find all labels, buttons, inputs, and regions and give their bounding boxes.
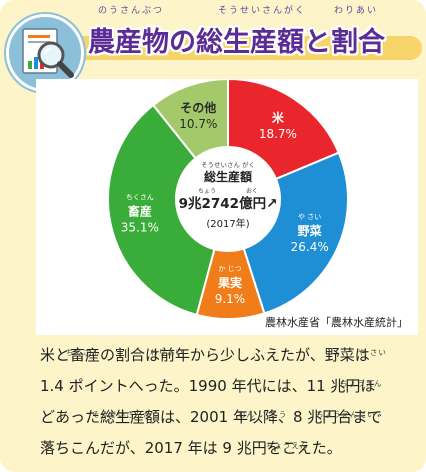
ruby-annotation: そうせいさんがく [92,410,160,419]
center-value-ruby: ちょう おく [198,188,258,195]
ruby-annotation: ねん い こう [238,410,288,419]
title-ruby-2: そうせいさんがく [218,6,307,16]
ruby-annotation: ちょうえん [266,441,309,450]
ruby-annotation: ちょうえん [340,379,383,388]
slice-label: 畜産 [128,203,152,218]
slice-label: 果実 [217,275,242,290]
ruby-annotation: ちくさん [66,348,100,357]
center-value: 9兆2742億円↗ [179,195,278,212]
description: ちくさん わりあい や さい 米と畜産の割合は前年から少しふえたが、野菜は ちょ… [40,340,420,464]
slice-label: 野菜 [298,223,322,238]
slice-value: 26.4% [291,240,329,254]
description-line: お ちょうえん 落ちこんだが、2017 年は 9 兆円をこえた。 [40,433,420,464]
slice-1 [242,151,349,315]
description-text: 落ちこんだが、2017 年は 9 兆円をこえた。 [40,439,342,457]
slice-value: 35.1% [121,220,159,234]
center-label: 総生産額 [204,169,252,184]
slice-label: 米 [272,110,285,125]
title-ruby-1: のうさんぶつ [98,6,165,16]
slice-ruby: か じつ [218,265,241,273]
title-ruby-3: わりあい [334,6,379,16]
center-ruby: そうせいさん がく [201,160,255,169]
header: のうさんぶつ そうせいさんがく わりあい 農産物の総生産額と割合 [0,0,426,92]
slice-4 [151,77,229,160]
center-year: (2017年) [206,217,249,230]
slice-value: 10.7% [179,117,217,131]
page-title: 農産物の総生産額と割合 [88,27,385,58]
ruby-annotation: や さい [358,348,387,357]
slice-0 [227,77,341,181]
ruby-annotation: お [44,441,53,450]
description-line: ちょうえん 1.4 ポイントへった。1990 年代には、11 兆円ほ [40,371,420,402]
slice-3 [107,103,216,317]
description-line: ちくさん わりあい や さい 米と畜産の割合は前年から少しふえたが、野菜は [40,340,420,371]
ruby-annotation: ちょうえんだい [316,410,376,419]
center-disc [177,148,279,250]
description-text: どあった総生産額は、2001 年以降、8 兆円台まで [40,408,383,426]
ruby-annotation: わりあい [150,348,184,357]
slice-value: 9.1% [215,292,246,306]
description-text: 1.4 ポイントへった。1990 年代には、11 兆円ほ [40,377,376,395]
description-line: そうせいさんがく ねん い こう ちょうえんだい どあった総生産額は、2001 … [40,402,420,433]
description-text: 米と畜産の割合は前年から少しふえたが、野菜は [40,346,370,364]
magnifier-report-icon [6,14,84,92]
title-bar [70,36,422,60]
slice-ruby: ちくさん [126,193,154,201]
slice-ruby: や さい [298,213,321,221]
chart-area: 米 18.7% や さい野菜 26.4% か じつ果実 9.1% ちくさん畜産 35.1% その… [36,77,418,335]
slice-value: 18.7% [259,127,297,141]
slice-label: その他 [180,100,216,115]
source-note: 農林水産省「農林水産統計」 [265,316,408,329]
